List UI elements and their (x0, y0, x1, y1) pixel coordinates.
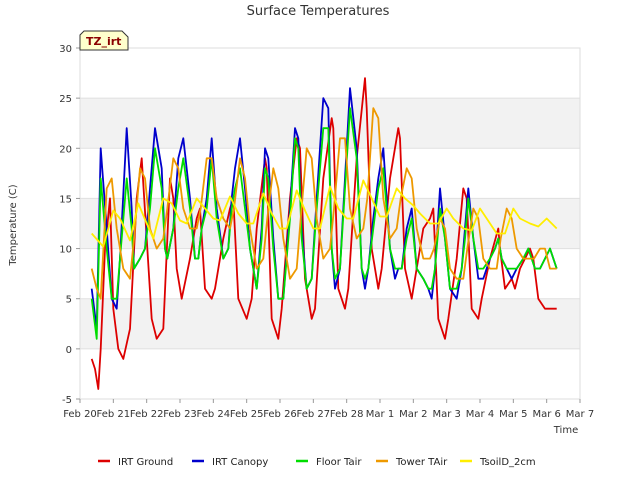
series-line-floor-tair (90, 107, 558, 340)
x-tick-label: Feb 22 (130, 409, 164, 420)
x-tick-label: Feb 21 (97, 409, 131, 420)
y-axis-title: Temperature (C) (8, 184, 19, 266)
legend-label: Floor Tair (316, 457, 362, 468)
x-tick-label: Feb 26 (263, 409, 297, 420)
legend-label: Tower TAir (395, 457, 448, 468)
grid-band (80, 298, 580, 349)
badge-label: TZ_irt (86, 35, 121, 48)
tz-badge: TZ_irt (79, 30, 129, 51)
series-layer (90, 77, 558, 390)
y-tick-label: 0 (66, 345, 72, 356)
y-tick-label: 15 (59, 194, 72, 205)
legend-label: IRT Ground (118, 457, 173, 468)
x-tick-label: Feb 28 (330, 409, 364, 420)
y-tick-label: 20 (59, 144, 72, 155)
grid-bands (80, 47, 580, 400)
x-tick-label: Mar 3 (432, 409, 460, 420)
x-tick-label: Mar 6 (532, 409, 560, 420)
plot-frame (79, 47, 581, 400)
x-tick-label: Mar 4 (466, 409, 494, 420)
x-tick-label: Feb 25 (230, 409, 264, 420)
legend-label: IRT Canopy (212, 457, 268, 468)
x-tick-label: Feb 20 (63, 409, 97, 420)
y-tick-label: 10 (59, 245, 72, 256)
y-tick-label: -5 (62, 395, 72, 406)
x-tick-label: Feb 24 (197, 409, 231, 420)
badge-shape (79, 30, 129, 51)
legend-label: TsoilD_2cm (479, 457, 536, 468)
x-tick-label: Mar 2 (399, 409, 427, 420)
x-tick-label: Feb 27 (297, 409, 331, 420)
series-line-irt-ground (90, 77, 557, 390)
series-line-tsoild-2cm (91, 179, 558, 248)
legend: IRT Ground IRT Canopy Floor Tair Tower TAir… (98, 457, 536, 468)
y-tick-label: 30 (59, 44, 72, 55)
x-tick-label: Mar 1 (366, 409, 394, 420)
grid-band (80, 98, 580, 149)
x-axis-title: Time (553, 425, 578, 436)
x-tick-label: Mar 7 (566, 409, 594, 420)
series-line-tower-tair (90, 107, 557, 300)
y-tick-label: 25 (59, 94, 72, 105)
chart-title: Surface Temperatures (247, 4, 390, 19)
x-tick-label: Mar 5 (499, 409, 527, 420)
y-tick-label: 5 (66, 295, 72, 306)
x-tick-label: Feb 23 (163, 409, 197, 420)
